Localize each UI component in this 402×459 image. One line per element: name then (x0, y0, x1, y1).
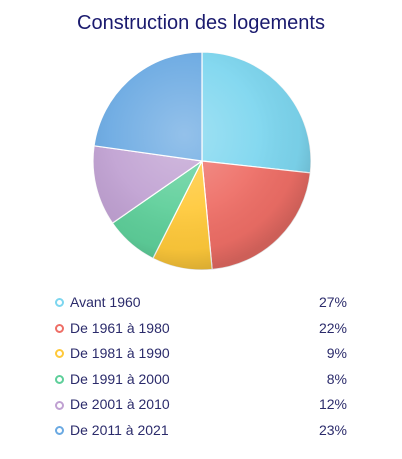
legend-label: De 2011 à 2021 (70, 421, 169, 438)
legend-value: 22% (318, 319, 347, 336)
legend-label: De 1961 à 1980 (70, 319, 170, 336)
legend-marker-icon (55, 298, 64, 308)
legend-marker-icon (55, 323, 64, 333)
chart-title: Construction des logements (77, 12, 325, 34)
chart-legend: Avant 1960 27% De 1961 à 1980 22% De 1981 à … (55, 290, 347, 444)
pie-slice-2[interactable] (201, 160, 311, 271)
legend-item[interactable]: De 1961 à 1980 22% (55, 316, 347, 342)
legend-item[interactable]: De 1991 à 2000 8% (55, 367, 347, 393)
legend-value: 8% (326, 370, 347, 387)
legend-value: 23% (318, 421, 347, 438)
pie-svg (92, 51, 312, 271)
legend-label: De 1991 à 2000 (70, 370, 170, 387)
legend-marker-icon (55, 349, 64, 359)
legend-value: 27% (318, 294, 347, 310)
legend-marker-icon (55, 400, 64, 410)
pie-chart (86, 45, 318, 277)
legend-value: 12% (318, 396, 347, 413)
legend-item[interactable]: Avant 1960 27% (55, 290, 347, 316)
legend-marker-icon (55, 426, 64, 436)
legend-value: 9% (326, 345, 347, 362)
legend-item[interactable]: De 1981 à 1990 9% (55, 341, 347, 367)
legend-marker-icon (55, 375, 64, 385)
pie-slice-6[interactable] (93, 51, 203, 162)
legend-item[interactable]: De 2001 à 2010 12% (55, 392, 347, 418)
legend-label: Avant 1960 (70, 294, 141, 310)
legend-label: De 1981 à 1990 (70, 345, 170, 362)
legend-label: De 2001 à 2010 (70, 396, 170, 413)
pie-slice-1[interactable] (201, 51, 312, 174)
legend-item[interactable]: De 2011 à 2021 23% (55, 418, 347, 444)
